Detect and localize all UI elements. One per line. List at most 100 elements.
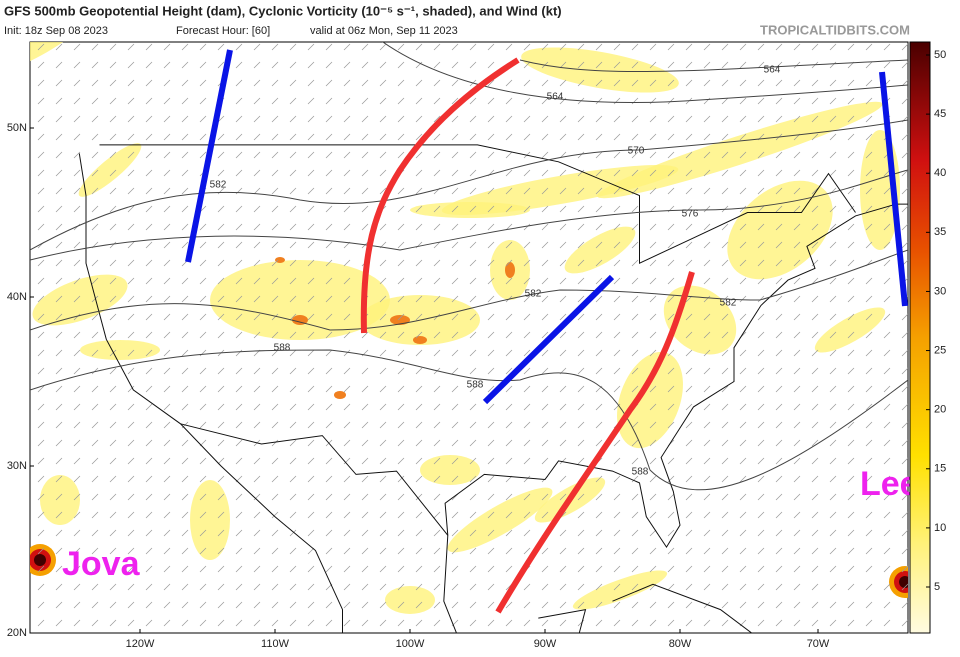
wind-barb <box>649 97 657 105</box>
wind-barb <box>541 43 549 51</box>
wind-barb <box>433 439 441 447</box>
wind-barb <box>253 223 261 231</box>
wind-barb <box>739 313 747 321</box>
wind-barb <box>397 349 405 357</box>
wind-barb <box>199 241 207 249</box>
wind-barb <box>739 295 747 303</box>
wind-barb <box>307 529 315 537</box>
wind-barb <box>649 601 657 609</box>
wind-barb <box>865 403 873 411</box>
wind-barb <box>91 547 99 555</box>
wind-barb <box>739 97 747 105</box>
wind-barb <box>379 115 387 123</box>
wind-barb <box>793 457 801 465</box>
wind-barb <box>55 601 63 609</box>
wind-barb <box>199 223 207 231</box>
wind-barb <box>775 295 783 303</box>
wind-barb <box>343 475 351 483</box>
wind-barb <box>577 223 585 231</box>
wind-barb <box>37 601 45 609</box>
wind-barb <box>289 97 297 105</box>
wind-barb <box>739 133 747 141</box>
wind-barb <box>379 583 387 591</box>
wind-barb <box>847 259 855 267</box>
wind-barb <box>595 475 603 483</box>
wind-barb <box>685 619 693 627</box>
wind-barb <box>613 619 621 627</box>
wind-barb <box>703 133 711 141</box>
wind-barb <box>163 475 171 483</box>
wind-barb <box>181 223 189 231</box>
wind-barb <box>559 295 567 303</box>
wind-barb <box>91 115 99 123</box>
wind-barb <box>523 349 531 357</box>
wind-barb <box>451 349 459 357</box>
wind-barb <box>487 295 495 303</box>
wind-barb <box>55 565 63 573</box>
wind-barb <box>523 205 531 213</box>
wind-barb <box>739 547 747 555</box>
wind-barb <box>595 259 603 267</box>
wind-barb <box>631 529 639 537</box>
wind-barb <box>757 259 765 267</box>
wind-barb <box>415 313 423 321</box>
wind-barb <box>721 367 729 375</box>
wind-barb <box>217 403 225 411</box>
wind-barb <box>451 457 459 465</box>
wind-barb <box>379 385 387 393</box>
vorticity-area <box>420 455 480 485</box>
wind-barb <box>721 43 729 51</box>
wind-barb <box>847 151 855 159</box>
wind-barb <box>775 385 783 393</box>
wind-barb <box>181 385 189 393</box>
wind-barb <box>631 349 639 357</box>
wind-barb <box>775 43 783 51</box>
wind-barb <box>379 619 387 627</box>
wind-barb <box>631 313 639 321</box>
wind-barb <box>163 385 171 393</box>
wind-barb <box>397 547 405 555</box>
wind-barb <box>721 529 729 537</box>
wind-barb <box>37 169 45 177</box>
wind-barb <box>163 349 171 357</box>
wind-barb <box>271 43 279 51</box>
wind-barb <box>649 151 657 159</box>
wind-barb <box>505 511 513 519</box>
wind-barb <box>721 97 729 105</box>
wind-barb <box>451 583 459 591</box>
wind-barb <box>343 421 351 429</box>
wind-barb <box>127 151 135 159</box>
wind-barb <box>289 115 297 123</box>
storm-core <box>899 576 908 588</box>
wind-barb <box>505 205 513 213</box>
wind-barb <box>163 205 171 213</box>
wind-barb <box>271 547 279 555</box>
wind-barb <box>379 475 387 483</box>
wind-barb <box>73 133 81 141</box>
wind-barb <box>775 349 783 357</box>
wind-barb <box>109 151 117 159</box>
wind-barb <box>883 241 891 249</box>
wind-barb <box>631 79 639 87</box>
wind-barb <box>253 79 261 87</box>
wind-barb <box>37 475 45 483</box>
wind-barb <box>757 619 765 627</box>
wind-barb <box>379 349 387 357</box>
wind-barb <box>181 475 189 483</box>
wind-barb <box>307 349 315 357</box>
wind-barb <box>739 403 747 411</box>
wind-barb <box>181 547 189 555</box>
wind-barb <box>613 169 621 177</box>
wind-barb <box>199 421 207 429</box>
wind-barb <box>631 493 639 501</box>
wind-barb <box>307 259 315 267</box>
wind-barb <box>217 475 225 483</box>
wind-barb <box>91 385 99 393</box>
wind-barb <box>325 529 333 537</box>
wind-barb <box>523 601 531 609</box>
wind-barb <box>235 151 243 159</box>
wind-barb <box>829 529 837 537</box>
wind-barb <box>703 493 711 501</box>
wind-barb <box>649 439 657 447</box>
wind-barb <box>199 601 207 609</box>
